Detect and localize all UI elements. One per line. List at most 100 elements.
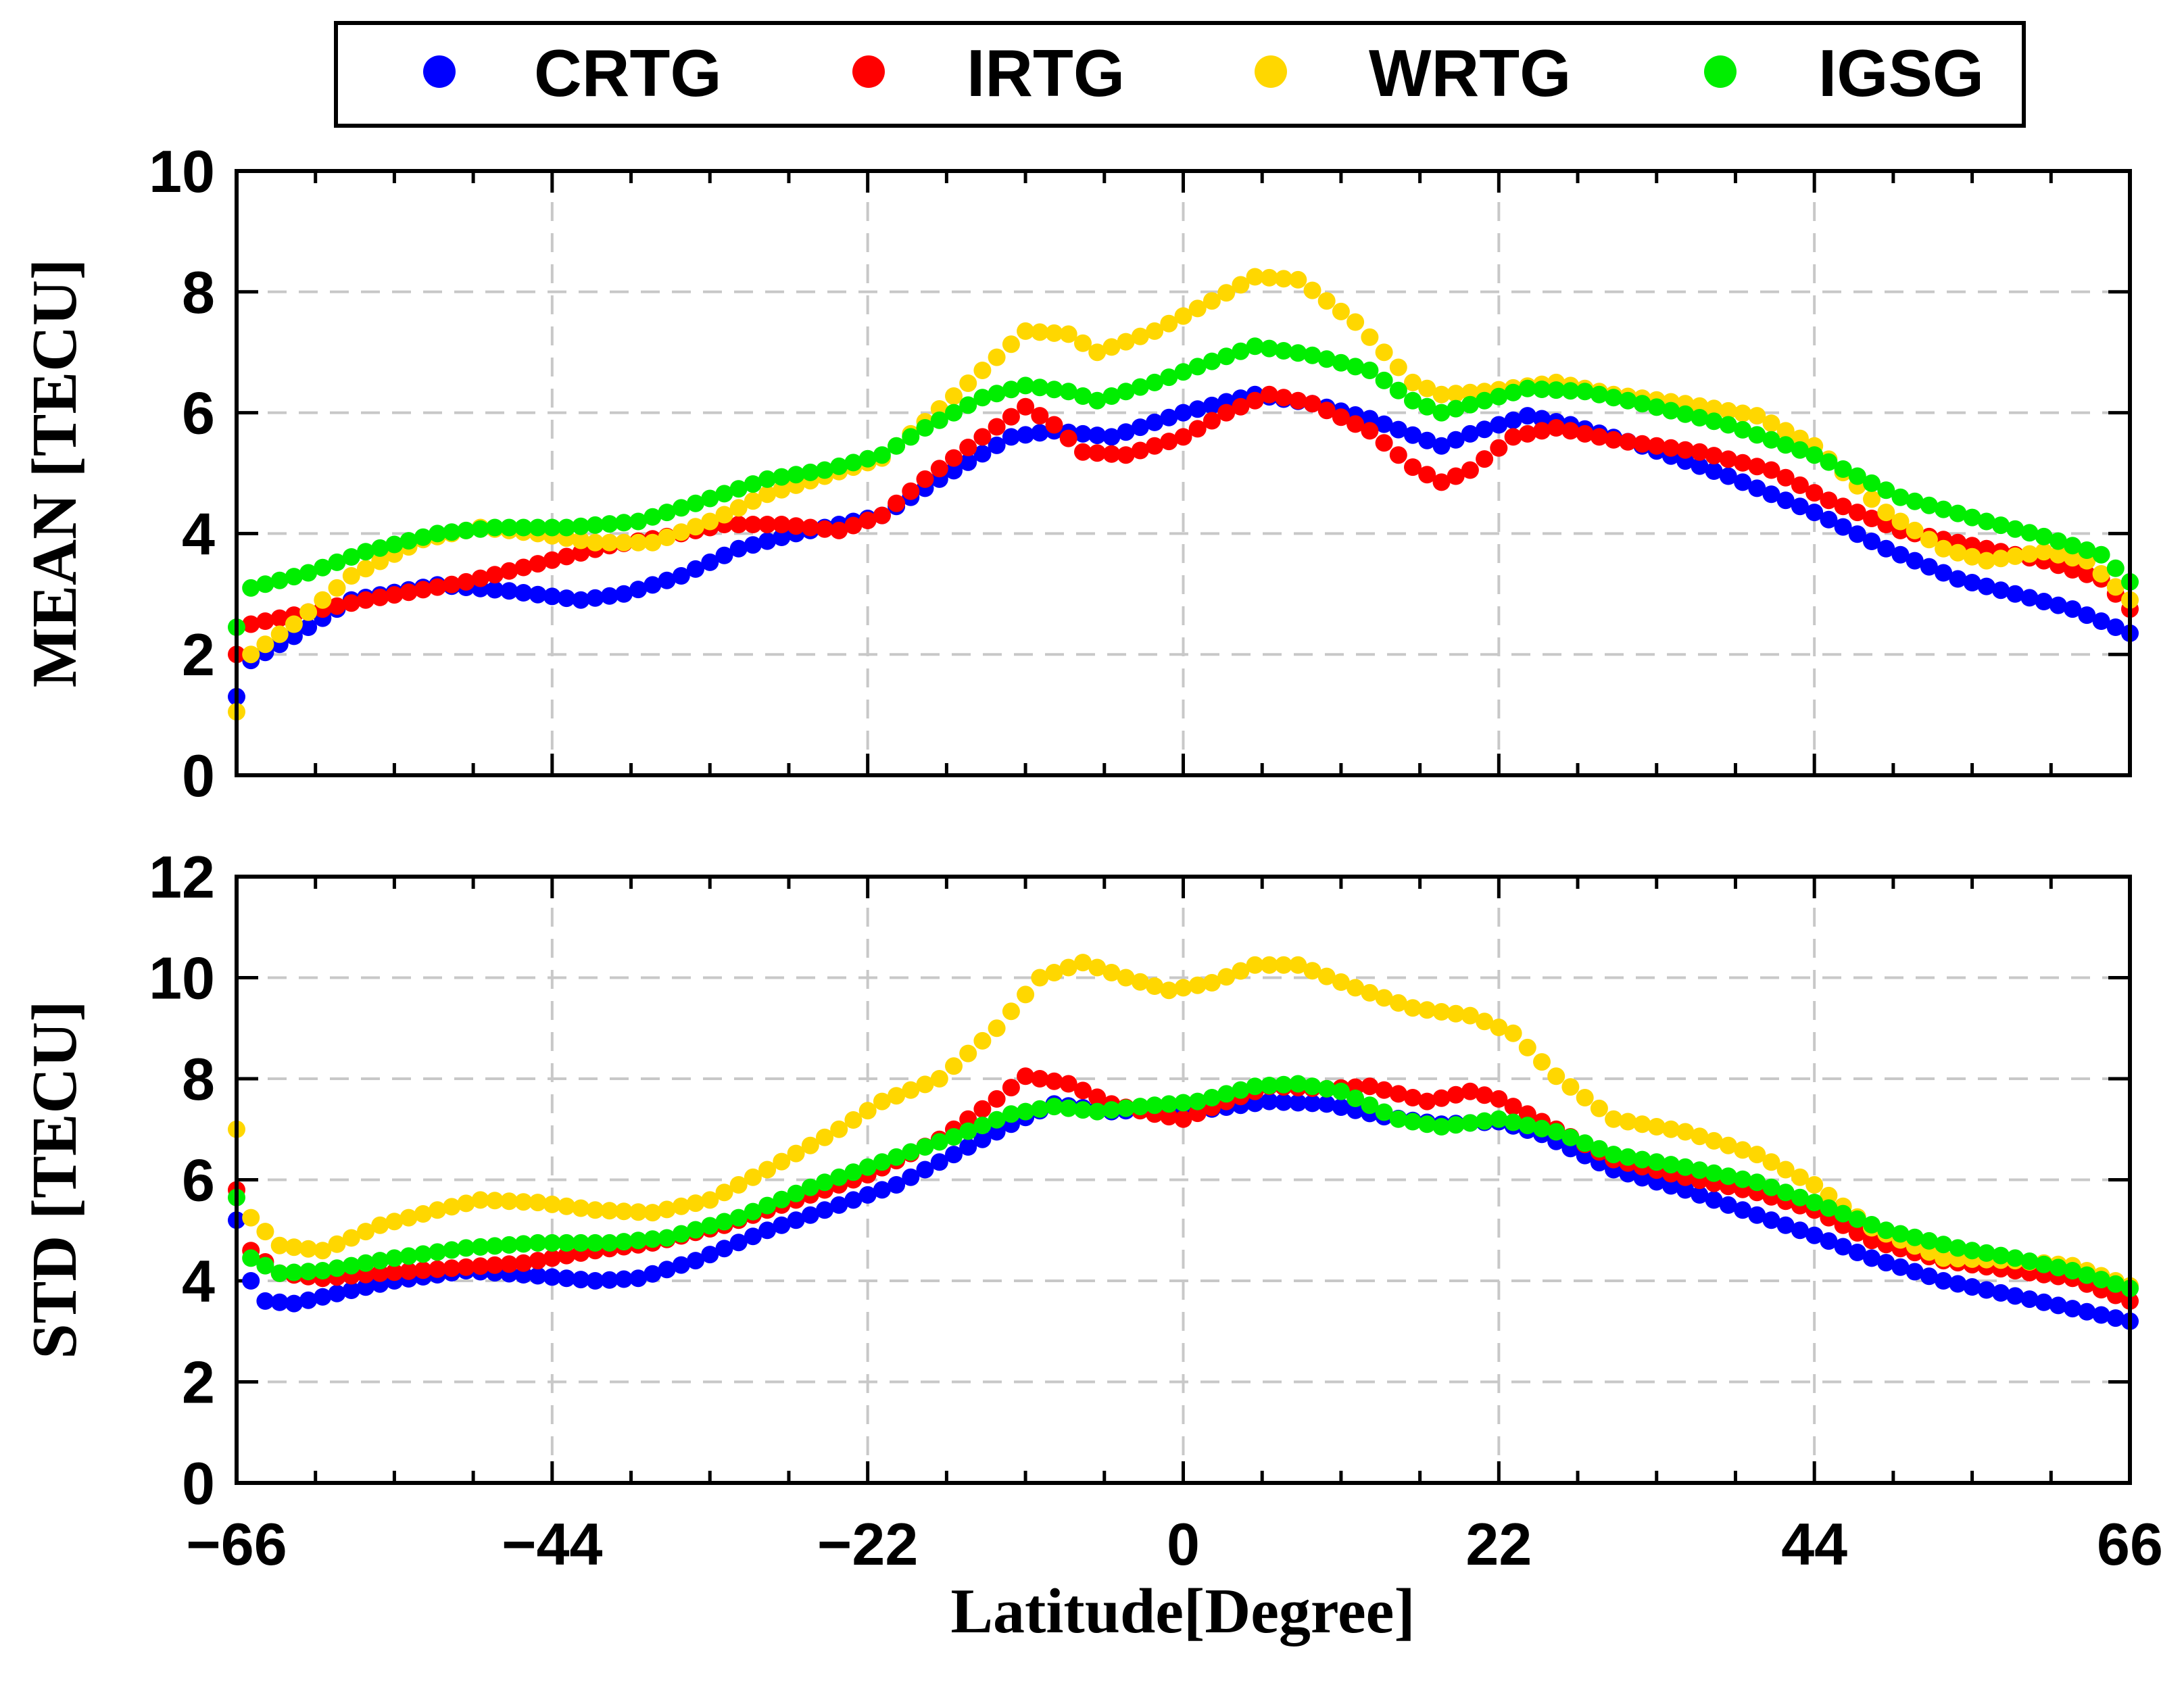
data-point-crtg [2006, 1287, 2024, 1305]
data-point-irtg [1074, 443, 1092, 461]
data-point-irtg [414, 1261, 432, 1279]
data-point-igsg [1920, 496, 1938, 514]
data-point-irtg [801, 518, 819, 537]
data-point-crtg [1017, 426, 1035, 444]
mean-data-points [228, 268, 2139, 721]
data-point-igsg [1963, 508, 1981, 527]
data-point-crtg [1805, 504, 1824, 522]
data-point-crtg [357, 1278, 374, 1296]
data-point-irtg [371, 1264, 389, 1282]
data-point-irtg [1863, 1231, 1880, 1250]
data-point-igsg [429, 1243, 447, 1261]
data-point-irtg [1017, 1067, 1035, 1085]
data-point-crtg [2078, 606, 2096, 625]
data-point-crtg [988, 436, 1006, 454]
data-point-wrtg [830, 1120, 848, 1138]
data-point-crtg [1863, 1249, 1880, 1267]
data-point-crtg [242, 1272, 260, 1290]
data-point-wrtg [959, 374, 977, 392]
data-point-irtg [1647, 437, 1666, 455]
data-point-crtg [744, 1227, 762, 1246]
data-point-crtg [1963, 574, 1981, 591]
data-point-irtg [1676, 441, 1695, 459]
data-point-crtg [1088, 426, 1107, 445]
data-point-igsg [1791, 1188, 1809, 1206]
legend-marker-irtg [852, 55, 885, 88]
data-point-crtg [1131, 418, 1149, 437]
data-point-igsg [787, 1184, 805, 1202]
data-point-igsg [1820, 1199, 1838, 1217]
data-point-igsg [1389, 1110, 1407, 1128]
data-point-wrtg [729, 1176, 748, 1194]
data-point-wrtg [1447, 385, 1465, 403]
data-point-igsg [1045, 381, 1063, 399]
data-point-crtg [543, 1268, 561, 1286]
data-point-igsg [1260, 1077, 1278, 1094]
data-point-wrtg [299, 1240, 318, 1258]
data-point-igsg [1647, 1153, 1666, 1171]
data-point-irtg [1748, 458, 1766, 476]
data-point-wrtg [529, 1194, 547, 1212]
data-point-igsg [1174, 363, 1192, 381]
data-point-igsg [1676, 405, 1695, 423]
data-point-irtg [844, 516, 863, 535]
data-point-crtg [1776, 1216, 1795, 1234]
data-point-igsg [299, 1263, 318, 1281]
data-point-igsg [687, 1221, 704, 1239]
data-point-igsg [1762, 431, 1780, 449]
data-point-igsg [1418, 397, 1436, 416]
data-point-igsg [1605, 389, 1623, 407]
data-point-igsg [687, 494, 704, 512]
data-point-crtg [644, 576, 662, 594]
data-point-irtg [328, 597, 346, 615]
data-point-irtg [486, 566, 504, 584]
data-point-igsg [1776, 1184, 1795, 1202]
data-point-crtg [1920, 1267, 1938, 1286]
data-point-igsg [328, 553, 346, 571]
data-point-igsg [1776, 436, 1795, 454]
data-point-crtg [1906, 1263, 1924, 1281]
data-point-igsg [644, 508, 662, 526]
data-point-igsg [1820, 453, 1838, 471]
data-point-igsg [399, 1247, 418, 1265]
data-point-wrtg [858, 1102, 877, 1120]
data-point-igsg [1891, 488, 1910, 506]
data-point-crtg [1748, 1206, 1766, 1224]
data-point-crtg [543, 587, 561, 606]
data-point-wrtg [1059, 325, 1077, 343]
data-point-igsg [1748, 426, 1766, 444]
data-point-crtg [1705, 1191, 1723, 1209]
data-point-crtg [299, 618, 318, 636]
data-point-irtg [1102, 445, 1121, 463]
data-point-igsg [1289, 344, 1307, 362]
data-point-wrtg [342, 567, 360, 585]
data-point-igsg [2035, 527, 2053, 545]
data-point-crtg [701, 1246, 719, 1264]
data-point-igsg [873, 446, 891, 464]
data-point-igsg [1490, 1110, 1508, 1128]
data-point-igsg [1476, 1112, 1494, 1130]
data-point-irtg [1418, 466, 1436, 484]
data-point-wrtg [1275, 270, 1292, 288]
std-panel: 0 2 4 6 8 10 12 −66 −44 −22 0 22 44 66 STD [TECU] La… [20, 844, 2163, 1646]
data-point-wrtg [614, 533, 633, 552]
data-point-irtg [1059, 429, 1077, 447]
data-point-igsg [1361, 1096, 1379, 1115]
data-point-crtg [558, 1269, 576, 1288]
data-point-igsg [2092, 1271, 2110, 1289]
data-point-igsg [385, 535, 404, 554]
data-point-wrtg [1203, 974, 1221, 992]
data-point-irtg [1533, 422, 1551, 440]
data-point-irtg [1246, 391, 1264, 410]
data-point-igsg [1059, 1099, 1077, 1117]
data-point-igsg [1590, 385, 1608, 404]
data-point-crtg [1963, 1278, 1981, 1296]
data-point-wrtg [758, 485, 777, 504]
data-point-wrtg [2064, 549, 2082, 567]
data-point-igsg [486, 518, 504, 537]
data-point-wrtg [600, 1202, 618, 1220]
data-point-igsg [1805, 1194, 1824, 1212]
data-point-igsg [1404, 1113, 1422, 1131]
mean-y-tick-label: 10 [149, 138, 215, 205]
data-point-irtg [1031, 1070, 1049, 1088]
